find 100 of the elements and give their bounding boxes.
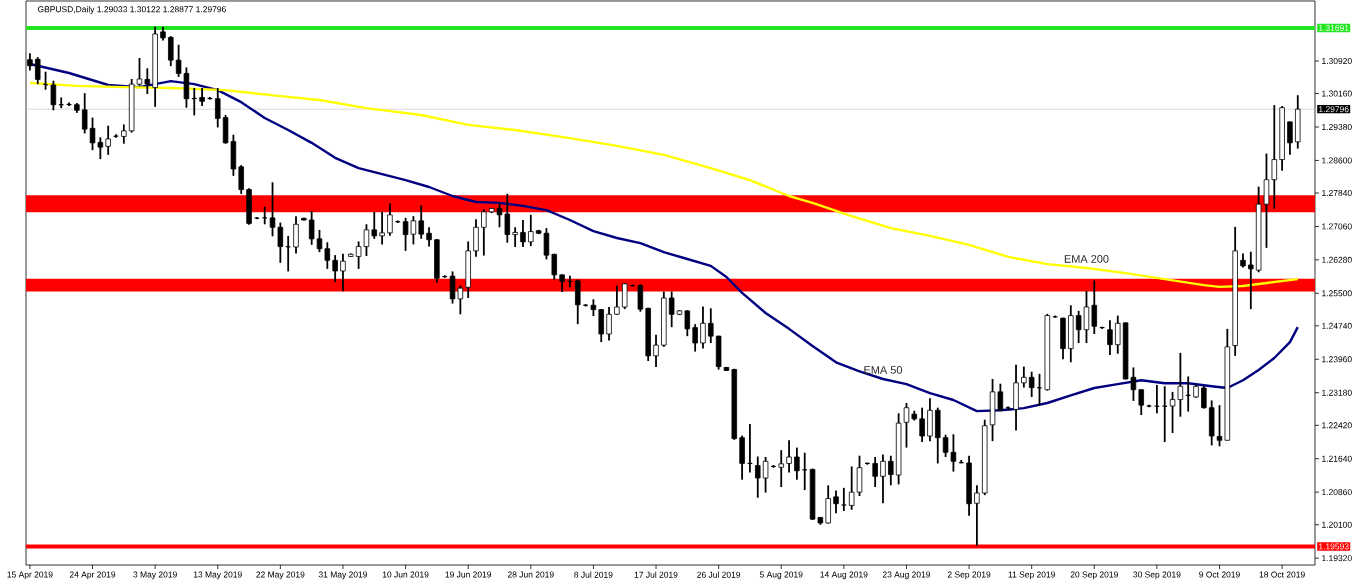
candlestick: [81, 92, 88, 135]
x-tick-label: 31 May 2019: [318, 571, 368, 580]
y-tick-label: 1.26280: [1322, 256, 1352, 263]
candlestick: [692, 323, 698, 353]
x-tick-label: 24 Apr 2019: [69, 571, 116, 580]
candlestick: [418, 204, 424, 240]
candlestick: [606, 306, 612, 342]
candlestick: [512, 226, 518, 248]
x-tick-label: 28 Jun 2019: [507, 571, 554, 578]
candlestick: [324, 241, 331, 270]
candlestick: [504, 192, 511, 244]
y-tick-label: 1.20100: [1322, 521, 1352, 528]
candlestick: [848, 465, 855, 511]
x-tick-label: 3 May 2019: [133, 571, 177, 580]
candlestick: [481, 208, 487, 257]
series-label: EMA 50: [864, 366, 903, 374]
candlestick: [840, 486, 847, 512]
x-tick-label: 2 Sep 2019: [947, 571, 991, 580]
candlestick: [919, 406, 925, 443]
x-tick-label: 20 Sep 2019: [1070, 571, 1118, 580]
candlestick: [872, 456, 878, 488]
candlestick: [1091, 279, 1098, 335]
x-tick-label: 14 Aug 2019: [820, 571, 868, 580]
candlestick: [653, 333, 659, 368]
y-tick-label: 1.27840: [1322, 190, 1352, 196]
y-tick-label: 1.28600: [1322, 157, 1352, 164]
series-label: EMA 200: [1064, 255, 1109, 263]
line-series: [28, 81, 1299, 289]
candlestick: [762, 456, 769, 494]
candlestick: [974, 484, 980, 547]
y-tick-label: 1.30160: [1322, 90, 1352, 97]
candlestick: [575, 278, 581, 326]
candlestick: [880, 453, 886, 505]
text: GBPUSD,Daily 1.29033 1.30122 1.28877 1.29796: [37, 6, 226, 14]
candlestick: [426, 226, 432, 248]
y-tick-label: 1.29380: [1322, 124, 1352, 130]
candlestick: [637, 283, 644, 313]
x-tick-label: 18 Oct 2019: [1259, 571, 1305, 578]
x-tick-label: 10 Jun 2019: [382, 571, 429, 578]
candlestick: [1036, 372, 1043, 407]
candlestick: [473, 218, 479, 258]
ref-line-label: 1.31691: [1319, 24, 1349, 31]
candlestick: [551, 252, 558, 281]
x-tick-label: 8 Jul 2019: [574, 571, 613, 578]
y-tick-label: 1.23960: [1322, 356, 1352, 363]
candlestick: [1271, 104, 1278, 210]
candlestick: [528, 213, 534, 248]
x-tick-label: 22 May 2019: [256, 571, 305, 580]
candlestick: [700, 305, 706, 350]
candlestick: [121, 123, 127, 145]
y-tick-label: 1.25500: [1322, 290, 1352, 297]
candlestick: [332, 254, 338, 284]
candlestick: [786, 439, 792, 474]
candlestick: [684, 309, 691, 338]
candlestick: [621, 282, 628, 311]
candlestick: [379, 210, 385, 246]
candlestick: [1028, 370, 1035, 398]
x-tick-label: 19 Jun 2019: [445, 571, 492, 578]
candlestick: [238, 164, 244, 195]
x-tick-label: 11 Sep 2019: [1008, 571, 1055, 580]
candlestick: [1153, 384, 1160, 415]
x-tick-label: 5 Aug 2019: [759, 571, 803, 580]
y-tick-label: 1.24740: [1322, 322, 1352, 329]
ref-line-label: 1.29796: [1319, 106, 1349, 113]
x-tick-label: 13 May 2019: [193, 571, 242, 580]
candlestick: [778, 449, 784, 488]
candlestick: [1248, 250, 1254, 311]
candlestick: [105, 124, 111, 156]
candlestick: [50, 79, 57, 112]
candlestick: [285, 234, 292, 273]
y-tick-label: 1.20860: [1322, 489, 1352, 496]
x-tick-label: 26 Jul 2019: [697, 571, 741, 578]
candlestick: [1107, 319, 1113, 356]
candlestick: [833, 489, 839, 515]
candlestick: [520, 219, 526, 248]
candlestick: [1161, 385, 1168, 443]
candlestick: [1287, 120, 1293, 156]
y-tick-label: 1.21640: [1322, 455, 1352, 462]
candlestick: [708, 307, 714, 344]
candlestick: [168, 35, 174, 68]
y-tick-label: 1.22420: [1322, 422, 1352, 429]
x-tick-label: 30 Sep 2019: [1133, 571, 1181, 580]
x-tick-label: 23 Aug 2019: [882, 571, 931, 580]
candlestick: [34, 56, 41, 86]
candlestick: [340, 252, 346, 293]
candlestick: [1201, 384, 1207, 410]
candlestick: [755, 455, 761, 499]
ref-line-label: 1.19593: [1319, 543, 1349, 550]
candlestick: [1138, 388, 1144, 416]
y-tick-label: 1.19320: [1322, 555, 1352, 562]
candlestick: [293, 215, 299, 255]
x-tick-label: 9 Oct 2019: [1199, 571, 1240, 578]
candlestick: [144, 67, 151, 95]
candlestick: [888, 454, 894, 487]
x-tick-label: 17 Jul 2019: [634, 571, 678, 578]
x-tick-label: 15 Apr 2019: [7, 571, 53, 580]
candlestick: [214, 87, 221, 129]
candlestick: [387, 202, 393, 237]
candlestick: [371, 210, 378, 240]
candlestick: [794, 446, 800, 481]
